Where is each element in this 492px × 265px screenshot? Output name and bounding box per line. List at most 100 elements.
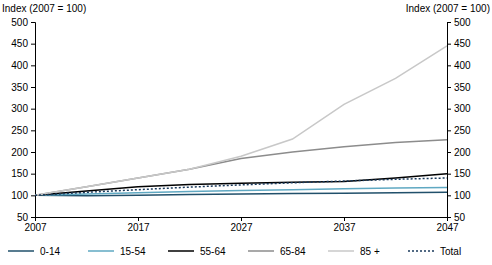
tick-mark (31, 130, 35, 131)
tick-label: 500 (454, 17, 471, 28)
tick: 100 (447, 190, 471, 201)
plot: 2007201720272037204750100150200250300350… (11, 17, 471, 233)
tick: 350 (11, 82, 35, 93)
tick-mark (31, 44, 35, 45)
x-axis: 2007 2017 2027 2037 2047 (24, 217, 459, 233)
series-line (35, 46, 447, 196)
tick-mark (447, 109, 451, 110)
tick: 250 (447, 125, 471, 136)
tick-label: 200 (11, 147, 28, 158)
tick-mark (241, 217, 242, 221)
legend: 0-14 15-54 55-64 65-84 85 + Total (8, 246, 461, 257)
tick-mark (31, 174, 35, 175)
tick: 450 (447, 38, 471, 49)
tick-mark (344, 217, 345, 221)
tick: 200 (11, 147, 35, 158)
tick-mark (447, 217, 451, 218)
legend-item: 55-64 (168, 246, 226, 257)
tick-label: 400 (11, 60, 28, 71)
tick: 200 (447, 147, 471, 158)
tick: 150 (447, 168, 471, 179)
series-line (35, 178, 447, 195)
legend-item: 85 + (328, 246, 380, 257)
tick-mark (31, 152, 35, 153)
tick-label: 350 (454, 82, 471, 93)
tick-label: 50 (17, 212, 29, 223)
tick-label: 2047 (436, 222, 459, 233)
tick: 150 (11, 168, 35, 179)
tick-label: 400 (454, 60, 471, 71)
tick-label: 250 (11, 125, 28, 136)
y2-axis: 50 100 150 200 250 300 350 400 450 500 (447, 17, 471, 223)
tick: 50 (17, 212, 35, 223)
legend-label: 65-84 (280, 246, 306, 257)
lines (35, 46, 447, 196)
tick-label: 350 (11, 82, 28, 93)
tick-mark (447, 22, 451, 23)
tick: 350 (447, 82, 471, 93)
legend-swatch (408, 250, 434, 252)
tick-label: 200 (454, 147, 471, 158)
legend-swatch (248, 250, 274, 252)
legend-label: 15-54 (120, 246, 146, 257)
tick: 50 (447, 212, 466, 223)
series-line (35, 140, 447, 195)
tick-mark (447, 152, 451, 153)
tick-mark (447, 174, 451, 175)
tick-mark (31, 87, 35, 88)
tick: 400 (447, 60, 471, 71)
tick-label: 150 (11, 168, 28, 179)
tick: 2027 (230, 217, 253, 233)
tick-mark (447, 195, 451, 196)
legend-item: 0-14 (8, 246, 60, 257)
axis-line (448, 23, 452, 218)
tick: 2037 (333, 217, 356, 233)
tick-mark (31, 217, 35, 218)
tick: 400 (11, 60, 35, 71)
tick-label: 450 (11, 38, 28, 49)
tick-mark (447, 44, 451, 45)
y-axis-title: Index (2007 = 100) (2, 3, 86, 14)
tick-mark (31, 195, 35, 196)
tick-mark (31, 109, 35, 110)
tick-label: 500 (11, 17, 28, 28)
tick-label: 2017 (127, 222, 150, 233)
tick-mark (447, 130, 451, 131)
tick-label: 300 (11, 103, 28, 114)
axis-line (36, 218, 448, 222)
legend-item: 15-54 (88, 246, 146, 257)
tick-mark (138, 217, 139, 221)
tick-label: 250 (454, 125, 471, 136)
tick-label: 150 (454, 168, 471, 179)
legend-label: 0-14 (40, 246, 60, 257)
tick: 500 (11, 17, 35, 28)
tick-label: 2037 (333, 222, 356, 233)
tick-label: 50 (454, 212, 466, 223)
tick-label: 450 (454, 38, 471, 49)
tick-label: 100 (454, 190, 471, 201)
tick-mark (31, 65, 35, 66)
legend-label: Total (440, 246, 461, 257)
tick-label: 2027 (230, 222, 253, 233)
legend-swatch (88, 250, 114, 252)
axis-line (31, 23, 36, 218)
tick-label: 100 (11, 190, 28, 201)
tick: 300 (11, 103, 35, 114)
chart: 2007201720272037204750100150200250300350… (0, 0, 492, 265)
tick: 300 (447, 103, 471, 114)
legend-label: 55-64 (200, 246, 226, 257)
tick: 100 (11, 190, 35, 201)
legend-swatch (168, 250, 194, 252)
tick-mark (447, 87, 451, 88)
legend-swatch (328, 250, 354, 252)
tick: 2017 (127, 217, 150, 233)
tick-mark (31, 22, 35, 23)
legend-item: Total (408, 246, 461, 257)
tick: 500 (447, 17, 471, 28)
tick-label: 300 (454, 103, 471, 114)
tick-mark (447, 65, 451, 66)
tick: 250 (11, 125, 35, 136)
tick: 450 (11, 38, 35, 49)
tick-label: 2007 (24, 222, 47, 233)
legend-item: 65-84 (248, 246, 306, 257)
